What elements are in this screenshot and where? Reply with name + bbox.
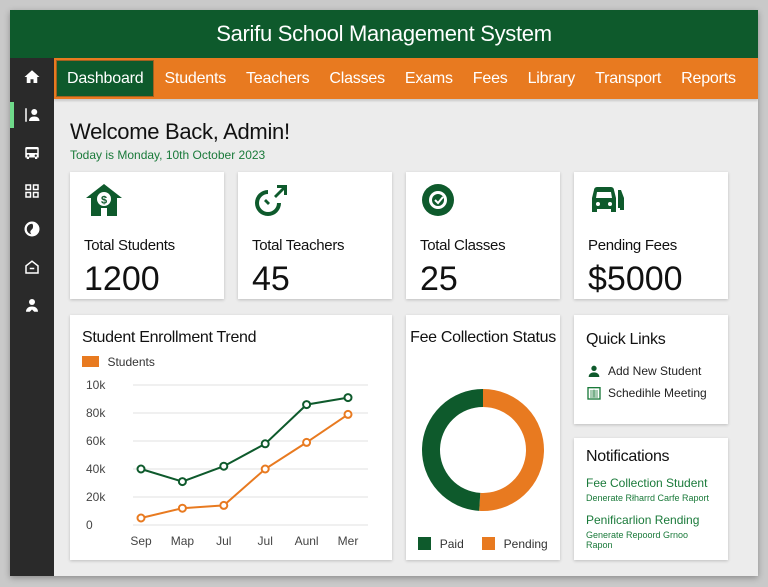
globe-icon [24, 221, 40, 237]
tab-dashboard[interactable]: Dashboard [56, 60, 155, 97]
svg-text:10k: 10k [86, 378, 106, 392]
notification-subtitle: Generate Repoord Grnoo Rapon [586, 530, 689, 550]
quick-links-title: Quick Links [586, 331, 666, 348]
sidebar-item-home[interactable] [10, 58, 54, 96]
notifications-title: Notifications [586, 448, 670, 465]
sidebar [10, 58, 54, 576]
current-date: Today is Monday, 10th October 2023 [70, 148, 266, 162]
stat-card-teachers[interactable]: Total Teachers 45 [238, 172, 392, 299]
app-title: Sarifu School Management System [10, 10, 758, 58]
svg-text:0: 0 [86, 518, 93, 532]
legend-label-students: Students [107, 354, 155, 369]
legend-label-paid: Paid [439, 536, 464, 551]
notification-item[interactable]: Fee Collection Student Denerate Rłharrd … [586, 476, 716, 503]
notifications-panel: Notifications Fee Collection Student Den… [574, 438, 728, 560]
welcome-section: Welcome Back, Admin! Today is Monday, 10… [70, 119, 290, 162]
calendar-icon [587, 387, 601, 400]
house-badge-icon [25, 260, 39, 274]
app-window: Sarifu School Management System Dashboar… [10, 10, 758, 576]
legend-swatch-paid [418, 537, 432, 551]
sidebar-item-school[interactable] [10, 248, 54, 286]
stat-value: 25 [420, 260, 458, 298]
stat-label: Pending Fees [588, 237, 677, 254]
svg-text:Jul: Jul [258, 534, 273, 548]
svg-text:Mer: Mer [338, 534, 359, 548]
stat-value: 1200 [84, 260, 160, 298]
enrollment-chart-panel: Student Enrollment Trend Students 0 20k 40… [70, 315, 392, 560]
user-profile-icon [25, 108, 40, 122]
notification-subtitle: Denerate Rłharrd Carfe Raport [586, 493, 710, 503]
tab-teachers[interactable]: Teachers [246, 69, 310, 87]
sidebar-item-apps[interactable] [10, 172, 54, 210]
fee-donut-chart [422, 389, 544, 511]
notification-title: Fee Collection Student [586, 476, 708, 490]
enrollment-chart-title: Student Enrollment Trend [82, 329, 257, 346]
sidebar-item-global[interactable] [10, 210, 54, 248]
tab-exams[interactable]: Exams [404, 69, 453, 87]
stat-label: Total Students [84, 237, 175, 254]
legend-swatch-students [82, 356, 99, 368]
stat-label: Total Teachers [252, 237, 345, 254]
grid-icon [25, 184, 39, 198]
svg-text:20k: 20k [86, 490, 106, 504]
fee-status-panel: Fee Collection Status Paid Pending [406, 315, 560, 560]
timer-arrow-icon [252, 182, 378, 223]
svg-text:60k: 60k [86, 434, 106, 448]
stat-card-pending-fees[interactable]: Pending Fees $5000 [574, 172, 728, 299]
svg-text:Jul: Jul [216, 534, 231, 548]
svg-text:$: $ [101, 195, 107, 207]
notification-title: Penificarlion Rending [586, 513, 700, 527]
tab-fees[interactable]: Fees [472, 69, 508, 87]
main-content: Welcome Back, Admin! Today is Monday, 10… [54, 99, 758, 576]
legend-swatch-pending [482, 537, 496, 551]
quick-link-label: Schedihle Meeting [608, 386, 707, 400]
quick-links-panel: Quick Links Add New Student Schedihle Me… [574, 315, 728, 424]
chart-legend: Students [82, 353, 380, 371]
user-icon [26, 299, 38, 312]
stat-label: Total Classes [420, 237, 506, 254]
svg-text:Aunl: Aunl [295, 534, 319, 548]
stat-card-classes[interactable]: Total Classes 25 [406, 172, 560, 299]
page-title: Welcome Back, Admin! [70, 119, 290, 144]
tab-classes[interactable]: Classes [329, 69, 385, 87]
school-dollar-icon: $ [84, 182, 210, 223]
main-nav: Dashboard Students Teachers Classes Exam… [54, 58, 758, 99]
legend-label-pending: Pending [503, 536, 548, 551]
home-icon [24, 70, 40, 83]
add-user-icon [588, 365, 600, 377]
svg-text:Map: Map [171, 534, 195, 548]
sidebar-item-profile[interactable] [10, 96, 54, 134]
bus-icon [25, 147, 39, 159]
tab-library[interactable]: Library [527, 69, 576, 87]
quick-link-schedule-meeting[interactable]: Schedihle Meeting [586, 385, 716, 401]
tab-transport[interactable]: Transport [595, 69, 662, 87]
car-icon [588, 182, 714, 223]
notification-item[interactable]: Penificarlion Rending Generate Repoord G… [586, 513, 716, 550]
svg-text:40k: 40k [86, 462, 106, 476]
donut-legend: Paid Pending [406, 535, 560, 553]
quick-link-label: Add New Student [608, 364, 702, 378]
badge-check-icon [420, 182, 546, 223]
stat-value: 45 [252, 260, 290, 298]
stat-card-students[interactable]: $ Total Students 1200 [70, 172, 224, 299]
quick-link-add-student[interactable]: Add New Student [586, 363, 716, 379]
sidebar-item-user[interactable] [10, 286, 54, 324]
svg-text:80k: 80k [86, 406, 106, 420]
tab-students[interactable]: Students [164, 69, 227, 87]
enrollment-line-chart: 0 20k 40k 60k 80k 10k Sep Map Jul Jul Aunl Mer [86, 378, 368, 548]
stat-value: $5000 [588, 260, 683, 298]
tab-reports[interactable]: Reports [681, 69, 736, 87]
sidebar-item-transport[interactable] [10, 134, 54, 172]
fee-status-title: Fee Collection Status [410, 329, 556, 346]
svg-text:Sep: Sep [130, 534, 152, 548]
